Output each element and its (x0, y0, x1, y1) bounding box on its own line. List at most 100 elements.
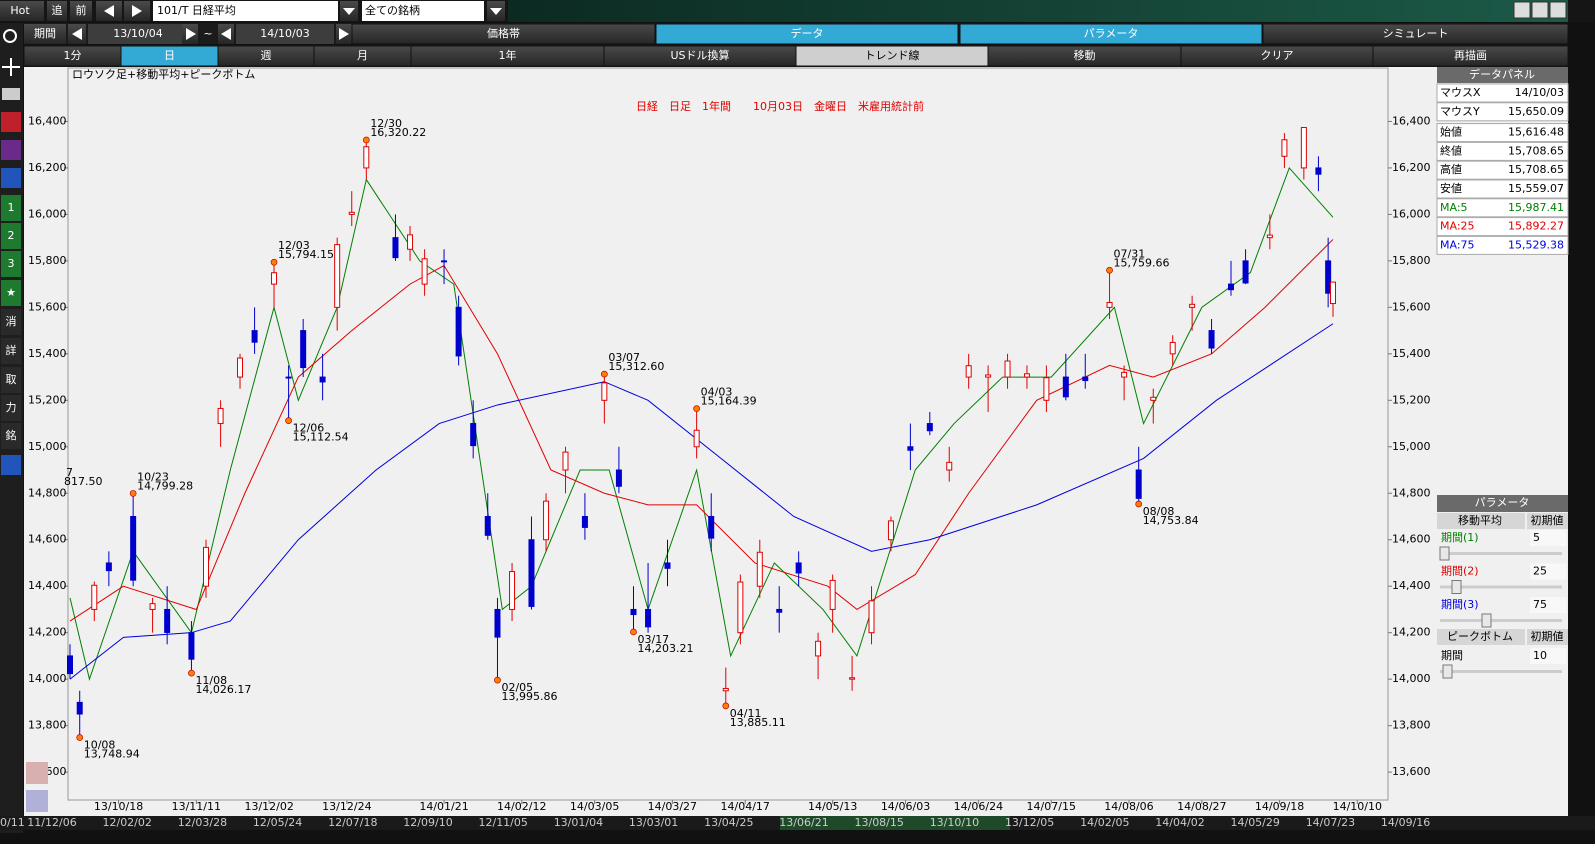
side-button[interactable] (1, 251, 21, 277)
tab[interactable] (959, 23, 1263, 45)
chart-subtitle: 日経 日足 1年間 10月03日 金曜日 米雇用統計前 (636, 99, 924, 113)
from-field[interactable] (88, 24, 188, 44)
peak-date: 08/08 (1143, 505, 1175, 518)
side-button[interactable] (1, 309, 21, 335)
y-tick-label: 15,200 (1392, 393, 1431, 406)
x-tick-label: 14/08/27 (1177, 800, 1226, 813)
overview-date: 0/11 (0, 816, 25, 829)
param-header-label: ピークボトム (1447, 630, 1513, 643)
param-field[interactable] (1530, 530, 1566, 546)
overview-date: 11/12/06 (27, 816, 76, 829)
data-label: MA:5 (1440, 201, 1468, 214)
panel-title: データパネル (1469, 67, 1535, 81)
slider-thumb[interactable] (1439, 546, 1450, 561)
side-button[interactable] (1, 395, 21, 421)
data-row (1436, 179, 1569, 199)
candle-body (737, 581, 744, 634)
slider-track (1440, 619, 1562, 622)
chart-icon[interactable] (1, 140, 21, 160)
slider-thumb[interactable] (1442, 664, 1453, 679)
window-button[interactable] (1549, 1, 1567, 19)
param-value: 10 (1533, 649, 1547, 662)
x-tick-label: 14/03/05 (570, 800, 619, 813)
flag-icon[interactable] (1, 168, 21, 188)
side-button[interactable] (1, 338, 21, 364)
data-row (1436, 83, 1569, 103)
candle-body (946, 461, 953, 471)
param-header (1437, 629, 1525, 645)
candle-body (722, 687, 729, 692)
candle-body (484, 515, 491, 536)
period-tab-label: 再描画 (1454, 48, 1487, 62)
peak-date: 07/31 (1114, 247, 1146, 260)
candle-body (1281, 139, 1288, 157)
slider-thumb[interactable] (1451, 580, 1462, 594)
param-label: 期間(1) (1441, 531, 1479, 544)
period-button[interactable] (24, 24, 66, 44)
candle-body (251, 330, 258, 343)
candle-body (130, 515, 137, 581)
peak-dot (129, 490, 137, 497)
peak-value: 13,995.86 (501, 690, 557, 703)
drop-icon (343, 8, 355, 15)
candle-body (1242, 260, 1249, 284)
to-field[interactable] (236, 24, 334, 44)
param-field[interactable] (1530, 597, 1566, 613)
camera-icon[interactable] (2, 88, 20, 100)
tilde: ~ (203, 27, 212, 40)
add-button[interactable] (47, 1, 67, 21)
period-tab[interactable] (1372, 45, 1569, 67)
window-button[interactable] (1531, 1, 1549, 19)
prev-label: 前 (76, 3, 87, 17)
panel-header (1437, 67, 1568, 83)
param-value: 5 (1533, 531, 1540, 544)
data-row (1436, 160, 1569, 180)
peak-date: 10/08 (84, 739, 116, 752)
overview-date: 12/11/05 (478, 816, 527, 829)
ma-line (69, 323, 1334, 680)
window-button[interactable] (1513, 1, 1531, 19)
peak-value: 15,112.54 (293, 431, 349, 444)
data-row (1436, 102, 1569, 122)
peak-value: 14,753.84 (1143, 514, 1199, 527)
tab[interactable] (351, 23, 656, 45)
data-row (1436, 235, 1569, 255)
candle-body (1135, 469, 1142, 499)
hot-button[interactable] (0, 1, 44, 21)
y-tick-label: 16,000 (1392, 207, 1431, 220)
symbol-field[interactable] (153, 1, 338, 21)
peak-dot (722, 702, 730, 710)
side-button[interactable] (1, 423, 21, 449)
candle-body (543, 500, 550, 541)
param-field[interactable] (1530, 648, 1566, 664)
candle-body (363, 146, 370, 169)
tab[interactable] (1262, 23, 1569, 45)
data-label: MA:25 (1440, 220, 1475, 233)
y-tick-label: 14,000 (1392, 672, 1431, 685)
peak-dot (362, 136, 370, 144)
side-button[interactable] (1, 367, 21, 393)
universe-field[interactable] (362, 1, 484, 21)
arrow-icon (104, 5, 114, 17)
candle-body (630, 608, 637, 616)
overview-date: 12/05/24 (253, 816, 302, 829)
side-button[interactable] (1, 223, 21, 249)
side-button[interactable] (1, 280, 21, 306)
param-field[interactable] (1530, 563, 1566, 580)
chart-icon[interactable] (1, 112, 21, 132)
y-tick-label: 13,800 (28, 719, 67, 732)
tab[interactable] (655, 23, 959, 45)
peak-value: 14,799.28 (137, 479, 193, 492)
gear-icon[interactable] (1, 455, 21, 475)
prev-button[interactable] (70, 1, 92, 21)
side-button[interactable] (1, 195, 21, 221)
candle-body (494, 608, 501, 638)
slider-thumb[interactable] (1481, 613, 1492, 628)
param-label: 期間 (1441, 649, 1463, 662)
candle-body (1189, 303, 1196, 308)
arrow-icon (72, 28, 82, 40)
clipped-label: 7 (66, 466, 73, 479)
x-tick-label: 13/12/02 (244, 800, 293, 813)
param-header-label: 初期値 (1531, 513, 1564, 527)
